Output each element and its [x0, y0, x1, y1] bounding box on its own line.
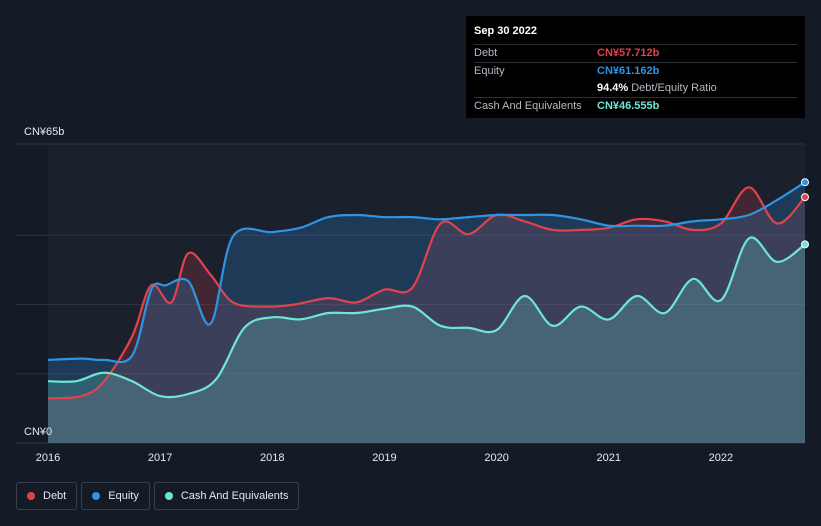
x-tick-label: 2020	[484, 452, 508, 464]
line-equity	[47, 181, 806, 364]
tooltip-label-cash: Cash And Equivalents	[474, 100, 582, 112]
series-endpoints	[801, 178, 809, 249]
y-axis-label: CN¥0	[24, 426, 52, 438]
tooltip-value-equity: CN¥61.162b	[597, 65, 660, 77]
x-tick-label: 2022	[709, 452, 733, 464]
tooltip-ratio-caption: Debt/Equity Ratio	[631, 82, 717, 94]
y-axis-ticks: CN¥65b CN¥0	[24, 126, 64, 438]
tooltip-label-equity: Equity	[474, 65, 505, 77]
legend-dot-cash	[164, 492, 173, 500]
tooltip-value-debt: CN¥57.712b	[597, 47, 660, 59]
tooltip-label-ratio	[474, 80, 597, 97]
tooltip-label-debt: Debt	[474, 47, 498, 59]
legend-label-equity: Equity	[108, 490, 139, 502]
area-equity	[48, 182, 805, 443]
x-tick-label: 2019	[372, 452, 396, 464]
legend-dot-equity	[92, 492, 101, 500]
legend-item-debt[interactable]: Debt	[16, 482, 78, 510]
legend-label-debt: Debt	[43, 490, 67, 502]
x-tick-label: 2016	[36, 452, 60, 464]
series-lines	[47, 181, 806, 400]
area-cash-and-equivalents	[48, 237, 805, 443]
endpoint-equity	[801, 178, 809, 187]
tooltip-value-ratio: 94.4%	[597, 82, 629, 94]
legend-dot-debt	[27, 492, 35, 500]
plot-area-highlight	[48, 144, 805, 443]
y-axis-label: CN¥65b	[24, 126, 64, 138]
tooltip-row-equity: Equity CN¥61.162b	[474, 62, 797, 80]
line-cash-and-equivalents	[47, 236, 806, 399]
legend-item-cash[interactable]: Cash And Equivalents	[153, 482, 300, 510]
x-tick-label: 2021	[596, 452, 620, 464]
tooltip-date: Sep 30 2022	[474, 25, 537, 37]
x-tick-label: 2017	[148, 452, 172, 464]
chart-legend: Debt Equity Cash And Equivalents	[16, 482, 303, 510]
legend-item-equity[interactable]: Equity	[81, 482, 150, 510]
legend-label-cash: Cash And Equivalents	[180, 490, 289, 502]
x-tick-label: 2018	[260, 452, 284, 464]
endpoint-cash-and-equivalents	[801, 240, 809, 249]
data-tooltip: Sep 30 2022 Debt CN¥57.712b Equity CN¥61…	[466, 16, 805, 118]
tooltip-row-ratio: 94.4% Debt/Equity Ratio	[474, 80, 797, 97]
tooltip-value-cash: CN¥46.555b	[597, 100, 660, 112]
tooltip-row-debt: Debt CN¥57.712b	[474, 44, 797, 62]
x-axis-ticks: 2016 2017 2018 2019 2020 2021 2022	[36, 452, 733, 464]
endpoint-debt	[801, 193, 809, 202]
tooltip-row-cash: Cash And Equivalents CN¥46.555b	[474, 97, 797, 115]
